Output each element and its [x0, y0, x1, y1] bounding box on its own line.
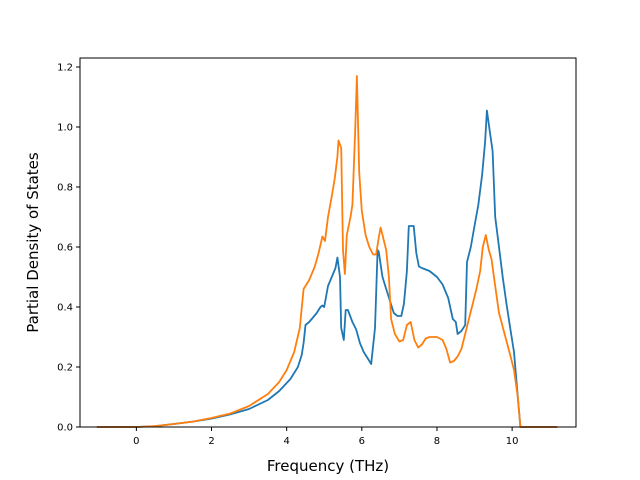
x-tick-label: 10 — [506, 436, 519, 447]
x-tick-label: 8 — [434, 436, 440, 447]
y-axis-label: Partial Density of States — [24, 152, 42, 333]
series-line-2 — [96, 75, 558, 428]
y-tick-label: 0.4 — [57, 303, 73, 314]
x-tick-label: 2 — [208, 436, 214, 447]
x-tick-label: 4 — [283, 436, 289, 447]
y-tick-label: 1.2 — [57, 63, 73, 74]
y-tick-label: 0.2 — [57, 363, 73, 374]
y-tick-label: 0.8 — [57, 183, 73, 194]
x-tick-label: 0 — [133, 436, 139, 447]
y-axis-ticks: 0.0 0.2 0.4 0.6 0.8 1.0 1.2 — [57, 63, 80, 434]
y-tick-label: 1.0 — [57, 123, 73, 134]
x-axis-label: Frequency (THz) — [267, 457, 389, 475]
y-tick-label: 0.6 — [57, 243, 73, 254]
x-axis-ticks: 0 2 4 6 8 10 — [133, 427, 518, 447]
series-line-1 — [96, 109, 558, 428]
plot-lines — [96, 75, 558, 428]
y-tick-label: 0.0 — [57, 423, 73, 434]
x-tick-label: 6 — [359, 436, 365, 447]
plot-frame — [79, 57, 577, 428]
